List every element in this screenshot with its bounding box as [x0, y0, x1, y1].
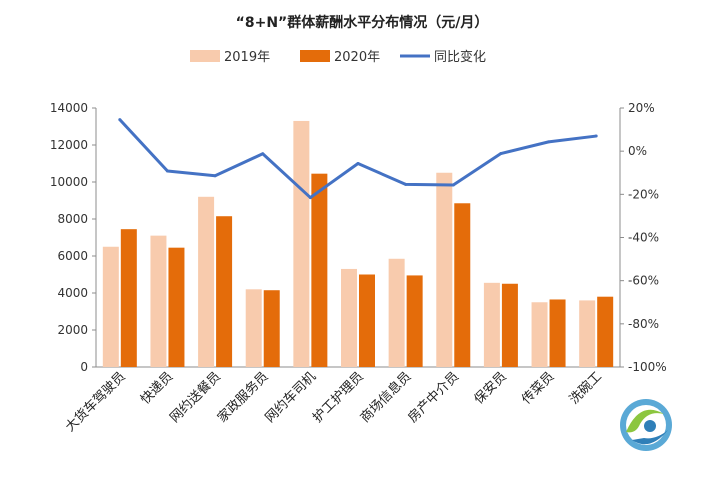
- left-tick-label: 8000: [57, 212, 88, 226]
- yoy-point: [451, 183, 455, 187]
- bar-series2: [501, 283, 518, 367]
- bar-series2: [263, 290, 280, 367]
- bar-series1: [531, 302, 548, 367]
- right-tick-label: -20%: [628, 187, 659, 201]
- bar-series1: [198, 196, 215, 367]
- left-tick-label: 14000: [50, 101, 88, 115]
- bar-series1: [102, 246, 119, 367]
- bar-series2: [549, 299, 566, 367]
- legend-label: 同比变化: [434, 49, 486, 65]
- yoy-point: [118, 118, 122, 122]
- category-label: 快递员: [138, 369, 176, 407]
- category-label: 网约车司机: [262, 369, 319, 426]
- bar-series1: [341, 268, 357, 367]
- yoy-point: [261, 152, 265, 156]
- logo-dot: [644, 420, 656, 432]
- bar-series2: [597, 296, 614, 367]
- category-label: 大货车驾驶员: [62, 369, 128, 435]
- category-labels: 大货车驾驶员 快递员网约送餐员家政服务员网约车司机护工护理员商场信息员房产中介员保…: [62, 369, 605, 435]
- category-label: 家政服务员: [214, 369, 271, 426]
- bar-series2: [359, 274, 375, 367]
- chart-title: “8+N”群体薪酬水平分布情况（元/月）: [236, 14, 489, 31]
- right-tick-label: -40%: [628, 231, 659, 245]
- logo-wave: [632, 430, 668, 445]
- bar-series2: [168, 247, 185, 367]
- bar-series2: [406, 275, 423, 367]
- right-tick-label: -80%: [628, 317, 659, 331]
- left-tick-label: 2000: [57, 323, 88, 337]
- bar-series1: [245, 289, 262, 367]
- right-tick-label: 20%: [628, 101, 655, 115]
- bar-series1: [483, 282, 500, 367]
- right-tick-label: -60%: [628, 274, 659, 288]
- yoy-point: [356, 161, 360, 165]
- legend-label: 2020年: [334, 50, 380, 65]
- yoy-point: [594, 134, 598, 138]
- left-tick-label: 10000: [50, 175, 88, 189]
- bar-series1: [150, 235, 167, 367]
- yoy-point: [213, 174, 217, 178]
- bar-series2: [311, 173, 328, 367]
- left-tick-label: 12000: [50, 138, 88, 152]
- bar-series1: [436, 172, 453, 367]
- logo-leaf: [626, 409, 664, 433]
- legend: 2019年 2020年 同比变化: [190, 49, 486, 65]
- category-label: 商场信息员: [357, 369, 414, 426]
- category-label: 传菜员: [519, 369, 557, 407]
- category-label: 洗碗工: [566, 369, 605, 408]
- category-label: 网约送餐员: [167, 369, 224, 426]
- legend-label: 2019年: [224, 50, 270, 65]
- category-label: 保安员: [472, 369, 510, 407]
- legend-swatch: [300, 50, 330, 62]
- logo-icon: [620, 399, 672, 451]
- left-tick-label: 6000: [57, 249, 88, 263]
- yoy-line: [118, 118, 598, 200]
- bar-series2: [454, 203, 471, 367]
- right-axis: -100% -80% -60% -40% -20% 0% 20%: [619, 101, 667, 374]
- yoy-point: [547, 140, 551, 144]
- left-tick-label: 4000: [57, 286, 88, 300]
- right-tick-label: 0%: [628, 144, 647, 158]
- legend-swatch: [190, 50, 220, 62]
- right-tick-label: -100%: [628, 360, 667, 374]
- yoy-point: [165, 169, 169, 173]
- left-tick-label: 0: [80, 360, 88, 374]
- category-label: 房产中介员: [405, 369, 462, 426]
- yoy-line-path: [118, 118, 597, 200]
- bar-series1: [388, 258, 405, 367]
- category-label: 护工护理员: [310, 369, 367, 426]
- bars: [102, 120, 614, 367]
- yoy-point: [499, 152, 503, 156]
- yoy-point: [404, 182, 408, 186]
- bar-series2: [120, 229, 137, 367]
- yoy-point: [308, 196, 312, 200]
- bar-series1: [579, 300, 596, 367]
- bar-series1: [293, 120, 310, 367]
- bar-series2: [216, 216, 233, 367]
